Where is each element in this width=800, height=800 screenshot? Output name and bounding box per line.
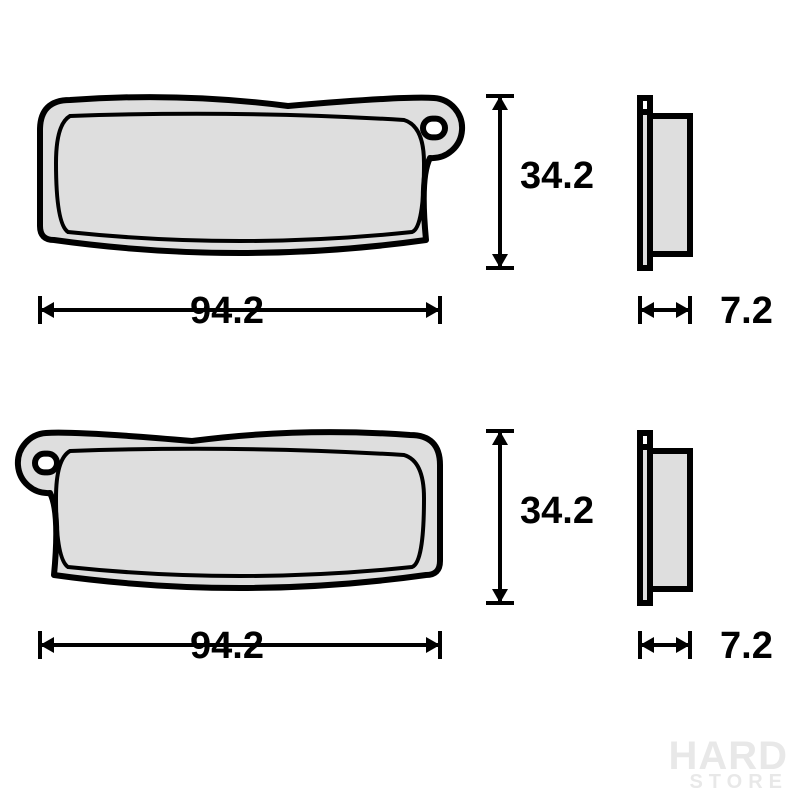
- dim-bot-height: 34.2: [520, 490, 594, 533]
- watermark: HARD STORE: [668, 740, 788, 790]
- diagram-canvas: 34.2 94.2 7.2 34.2 94.2 7.2 HARD STORE: [0, 0, 800, 800]
- dim-top-thickness: 7.2: [720, 290, 773, 333]
- watermark-line1: HARD: [668, 740, 788, 772]
- dim-bot-thickness: 7.2: [720, 625, 773, 668]
- dim-bot-width: 94.2: [190, 625, 264, 668]
- dim-top-height: 34.2: [520, 155, 594, 198]
- dim-top-width: 94.2: [190, 290, 264, 333]
